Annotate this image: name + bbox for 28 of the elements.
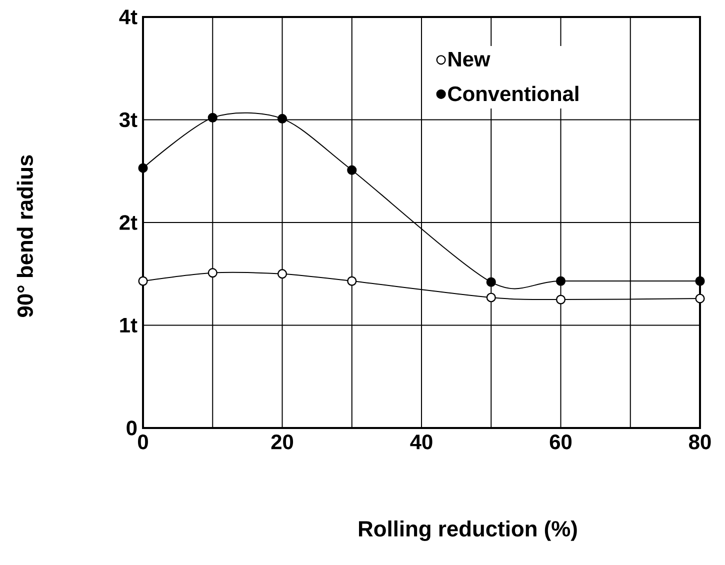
point [347,276,357,286]
y-tick-label: 3t [119,112,138,128]
point [556,294,566,304]
point [277,269,288,279]
point [486,277,496,287]
x-tick-label: 80 [689,434,711,450]
point [556,276,566,286]
x-tick-label: 20 [271,434,294,450]
y-tick-label: 4t [119,10,138,24]
point [138,276,148,286]
x-tick-label: 40 [410,434,432,450]
legend-label: Conventional [448,86,578,102]
y-tick-label: 0 [126,420,137,436]
x-tick-label: 60 [550,434,572,450]
x-tick-label: 0 [138,434,148,450]
point [486,292,496,302]
y-tick-label: 2t [120,215,138,230]
point [208,268,218,278]
legend-label: New [448,52,490,67]
y-tick-label: 1t [120,318,138,333]
point [347,165,357,175]
point [277,114,288,124]
x-axis-title: Rolling reduction (%) [359,520,577,541]
point [695,294,705,304]
y-axis-title: 90° bend radius [16,155,33,318]
point [138,163,148,173]
point [208,112,218,122]
point [695,276,705,286]
